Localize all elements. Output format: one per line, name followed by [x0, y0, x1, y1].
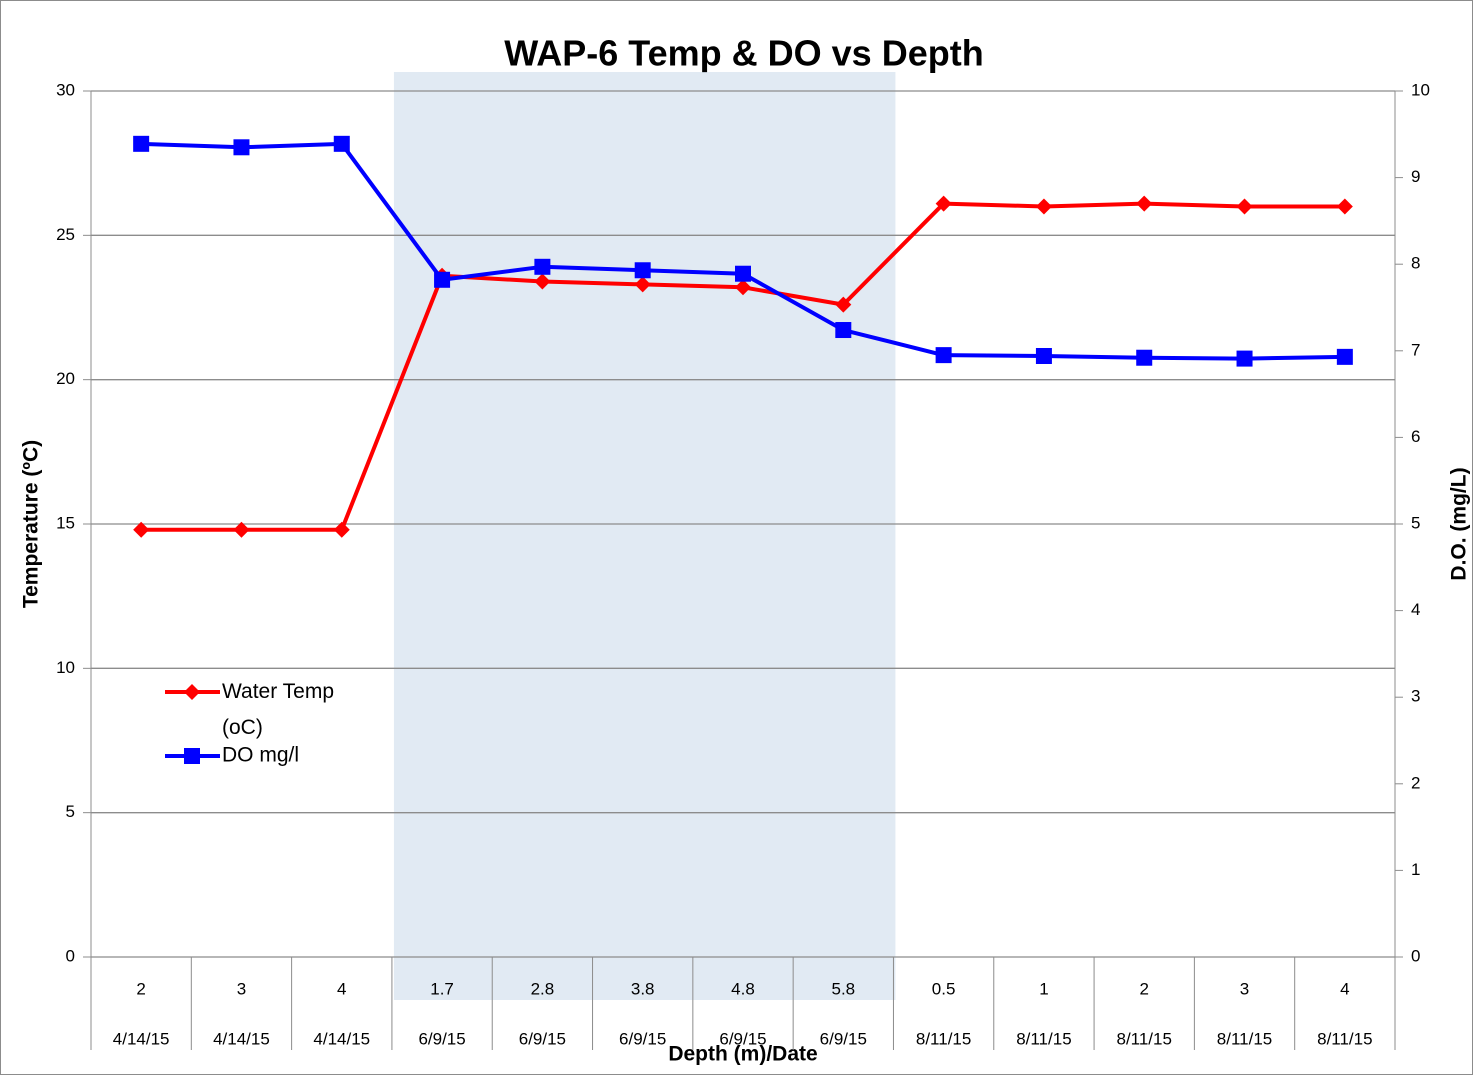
x-date-label: 8/11/15	[1016, 1029, 1071, 1048]
y-tick-label: 30	[56, 80, 75, 99]
data-point	[634, 262, 651, 279]
x-date-label: 8/11/15	[916, 1029, 971, 1048]
y2-tick-label: 5	[1411, 513, 1420, 532]
data-point	[133, 521, 150, 538]
y2-tick-label: 7	[1411, 340, 1420, 359]
y2-tick-label: 4	[1411, 600, 1420, 619]
x-tick-label: 3	[237, 979, 246, 998]
y-tick-label: 25	[56, 225, 75, 244]
y2-tick-label: 2	[1411, 773, 1420, 792]
data-point	[735, 279, 751, 296]
x-date-label: 4/14/15	[113, 1029, 170, 1048]
data-point	[434, 271, 451, 288]
legend-marker	[184, 748, 200, 764]
x-tick-label: 2	[1139, 979, 1148, 998]
y2-tick-label: 9	[1411, 167, 1420, 186]
data-point	[1336, 198, 1353, 215]
y2-tick-label: 6	[1411, 427, 1420, 446]
data-point	[935, 195, 952, 212]
x-date-label: 8/11/15	[1116, 1029, 1171, 1048]
data-point	[1336, 348, 1353, 365]
x-date-label: 6/9/15	[418, 1029, 465, 1048]
data-point	[534, 258, 551, 275]
y2-tick-label: 8	[1411, 254, 1420, 273]
x-tick-label: 5.8	[831, 979, 855, 998]
x-date-label: 4/14/15	[213, 1029, 270, 1048]
data-point	[233, 139, 250, 156]
x-tick-label: 1	[1039, 979, 1048, 998]
data-point	[634, 276, 651, 293]
x-tick-label: 3.8	[631, 979, 655, 998]
y-tick-label: 20	[56, 369, 75, 388]
data-point	[333, 135, 350, 152]
data-point	[1236, 350, 1253, 367]
y2-tick-label: 1	[1411, 860, 1420, 879]
y-tick-label: 0	[66, 946, 75, 965]
x-tick-label: 3	[1240, 979, 1249, 998]
x-date-label: 6/9/15	[719, 1029, 766, 1048]
data-point	[1035, 347, 1052, 364]
data-point	[935, 347, 952, 364]
y2-tick-label: 3	[1411, 687, 1420, 706]
data-point	[333, 521, 350, 538]
x-tick-label: 4	[1340, 979, 1349, 998]
legend-label: Water Temp (oC)	[222, 680, 334, 739]
data-point	[1035, 198, 1052, 215]
x-date-label: 8/11/15	[1317, 1029, 1372, 1048]
x-date-label: 6/9/15	[820, 1029, 867, 1048]
x-date-label: 8/11/15	[1217, 1029, 1272, 1048]
data-point	[1236, 198, 1253, 215]
x-axis-title: Depth (m)/Date	[668, 1043, 817, 1066]
data-point	[1136, 349, 1153, 366]
y2-tick-label: 10	[1411, 80, 1430, 99]
highlight-band	[393, 72, 896, 1000]
y-tick-label: 10	[56, 658, 75, 677]
x-tick-label: 2.8	[531, 979, 555, 998]
y-tick-label: 5	[66, 802, 75, 821]
x-date-label: 6/9/15	[619, 1029, 666, 1048]
y-axis-title: Temperature (ºC)	[20, 440, 43, 608]
data-point	[1136, 195, 1153, 212]
data-point	[233, 521, 250, 538]
legend-marker	[184, 684, 200, 700]
x-tick-label: 0.5	[932, 979, 956, 998]
data-point	[835, 296, 852, 313]
x-tick-label: 4	[337, 979, 346, 998]
y2-axis-title: D.O. (mg/L)	[1448, 467, 1471, 580]
x-tick-label: 2	[136, 979, 145, 998]
x-tick-label: 4.8	[731, 979, 755, 998]
data-point	[534, 273, 551, 290]
y2-tick-label: 0	[1411, 946, 1420, 965]
x-date-label: 6/9/15	[519, 1029, 566, 1048]
chart-title: WAP-6 Temp & DO vs Depth	[504, 33, 983, 74]
x-tick-label: 1.7	[430, 979, 454, 998]
y-tick-label: 15	[56, 513, 75, 532]
data-point	[835, 322, 852, 339]
legend-label: DO mg/l	[222, 744, 299, 767]
x-date-label: 4/14/15	[313, 1029, 370, 1048]
data-point	[735, 265, 751, 282]
data-point	[133, 135, 150, 152]
